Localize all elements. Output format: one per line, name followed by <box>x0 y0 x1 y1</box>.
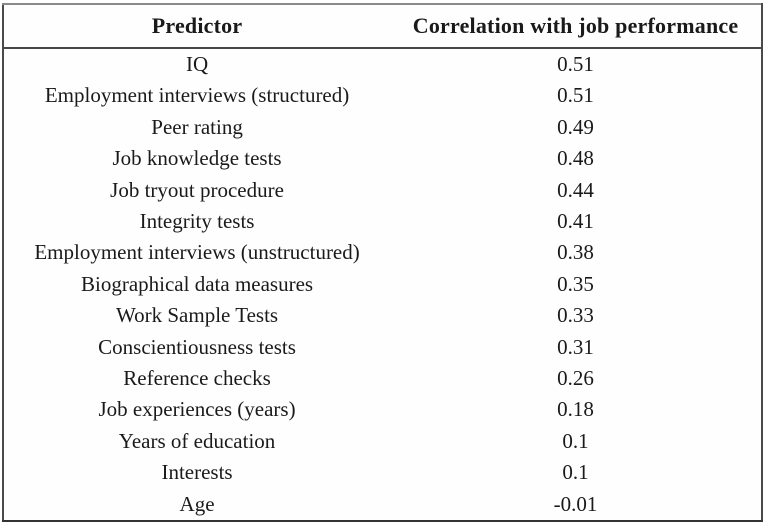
value-cell: 0.31 <box>557 334 594 359</box>
predictor-cell: Job tryout procedure <box>110 177 284 202</box>
table-row: Work Sample Tests 0.33 <box>3 300 762 331</box>
value-cell: 0.41 <box>557 209 594 234</box>
value-cell: 0.1 <box>562 460 589 485</box>
value-cell: 0.38 <box>557 240 594 265</box>
table-row: Age -0.01 <box>3 489 762 521</box>
predictor-cell: Work Sample Tests <box>115 303 279 328</box>
value-cell: 0.18 <box>557 397 594 422</box>
predictor-cell: Employment interviews (unstructured) <box>34 240 360 265</box>
value-cell: 0.26 <box>557 366 594 391</box>
predictor-cell: IQ <box>185 52 209 76</box>
table-row: Integrity tests 0.41 <box>3 206 762 237</box>
predictor-cell: Employment interviews (structured) <box>44 83 350 108</box>
table-row: Peer rating 0.49 <box>3 112 762 143</box>
correlation-table: Predictor Correlation with job performan… <box>2 3 763 523</box>
value-cell: 0.1 <box>562 428 589 453</box>
table-row: Job knowledge tests 0.48 <box>3 143 762 174</box>
table-row: Employment interviews (unstructured) 0.3… <box>3 237 762 268</box>
predictor-cell: Years of education <box>118 428 276 453</box>
predictor-cell: Peer rating <box>151 114 243 139</box>
table-row: Conscientiousness tests 0.31 <box>3 332 762 363</box>
table-row: Job tryout procedure 0.44 <box>3 175 762 206</box>
predictor-cell: Biographical data measures <box>81 271 314 296</box>
column-header-correlation: Correlation with job performance <box>390 4 762 49</box>
table-row: Job experiences (years) 0.18 <box>3 394 762 425</box>
header-row: Predictor Correlation with job performan… <box>3 4 762 49</box>
predictor-cell: Age <box>179 491 215 516</box>
table-row: Employment interviews (structured) 0.51 <box>3 80 762 111</box>
table-row: Biographical data measures 0.35 <box>3 269 762 300</box>
table-row: Years of education 0.1 <box>3 426 762 457</box>
value-cell: 0.51 <box>557 52 594 76</box>
value-cell: 0.44 <box>557 177 594 202</box>
predictor-cell: Integrity tests <box>139 209 255 234</box>
predictor-cell: Interests <box>161 460 233 485</box>
predictor-cell: Job experiences (years) <box>98 397 296 422</box>
value-cell: 0.48 <box>557 146 594 171</box>
predictor-cell: Job knowledge tests <box>112 146 282 171</box>
value-cell: 0.33 <box>557 303 594 328</box>
table-row: Reference checks 0.26 <box>3 363 762 394</box>
table-row: IQ 0.51 <box>3 48 762 80</box>
value-cell: 0.49 <box>557 114 594 139</box>
predictor-cell: Reference checks <box>123 366 271 391</box>
table-row: Interests 0.1 <box>3 457 762 488</box>
predictor-cell: Conscientiousness tests <box>98 334 296 359</box>
value-cell: 0.35 <box>557 271 594 296</box>
correlation-table-container: Predictor Correlation with job performan… <box>2 3 763 523</box>
value-cell: 0.51 <box>557 83 594 108</box>
value-cell: -0.01 <box>553 491 598 516</box>
column-header-predictor: Predictor <box>3 4 391 49</box>
